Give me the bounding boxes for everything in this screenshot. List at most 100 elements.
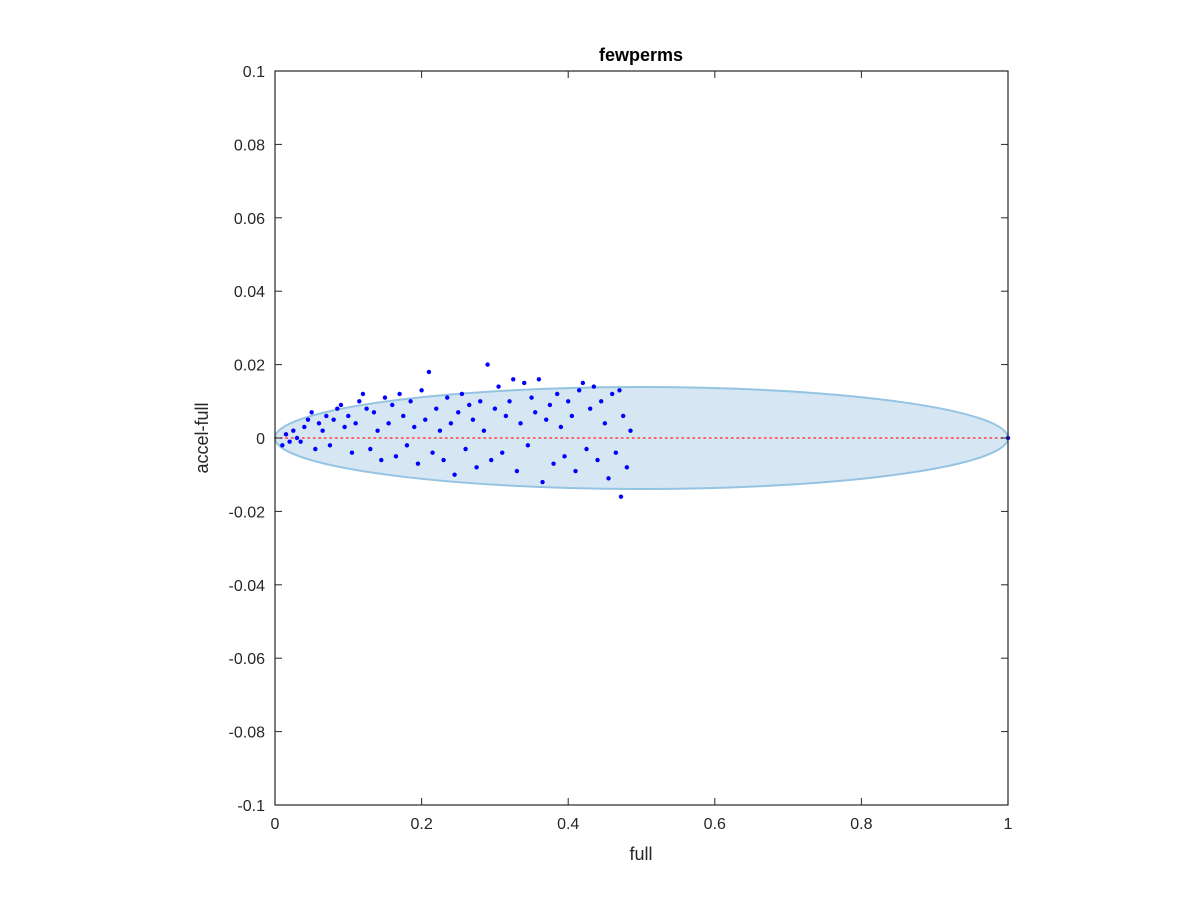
data-point [492, 406, 498, 411]
data-point [445, 395, 450, 400]
data-point [379, 457, 384, 463]
data-point [360, 391, 366, 397]
data-point [540, 479, 545, 485]
data-point [404, 443, 410, 448]
data-point [412, 424, 417, 430]
data-point [628, 428, 633, 433]
data-point [452, 472, 457, 477]
data-point [331, 417, 336, 422]
x-tick-label: 0.8 [850, 816, 872, 833]
data-point [496, 384, 501, 389]
data-point [346, 413, 351, 419]
data-point [397, 391, 402, 397]
data-point [587, 406, 593, 411]
data-point [419, 388, 424, 393]
data-point [602, 421, 608, 426]
data-point [489, 457, 494, 463]
data-point [525, 443, 531, 448]
y-tick-label: 0 [256, 431, 265, 448]
data-point [569, 413, 575, 419]
data-point [529, 395, 534, 400]
data-point [613, 450, 619, 455]
data-point [606, 476, 611, 481]
data-point [514, 468, 520, 474]
data-point [456, 410, 461, 415]
data-point [511, 377, 516, 382]
data-point [375, 428, 380, 433]
data-point [580, 380, 586, 386]
data-point [327, 443, 333, 448]
data-point [423, 417, 428, 422]
y-tick-label: -0.08 [229, 725, 266, 742]
data-point [576, 388, 582, 393]
x-axis-label: full [629, 844, 652, 864]
data-point [609, 391, 615, 397]
data-point [364, 406, 369, 411]
x-tick-label: 0 [271, 816, 280, 833]
data-point [320, 428, 325, 433]
data-point [470, 417, 476, 422]
data-point [353, 421, 358, 426]
data-point [536, 377, 542, 382]
data-point [437, 428, 443, 433]
data-point [313, 446, 318, 452]
data-point [415, 461, 421, 466]
data-point [386, 421, 391, 426]
y-tick-label: 0.04 [234, 284, 265, 301]
data-point [408, 399, 413, 404]
data-point [393, 454, 399, 459]
data-point [382, 395, 388, 400]
data-point [474, 465, 479, 470]
y-tick-label: -0.06 [229, 651, 266, 668]
data-point [573, 468, 578, 474]
data-point [617, 388, 622, 393]
y-ticks: -0.1 -0.08 -0.06 -0.04 -0.02 0 0.02 0.04 0.06 0.0… [229, 64, 1008, 815]
data-point [518, 421, 523, 426]
data-point [467, 402, 472, 408]
data-point [551, 461, 556, 466]
x-tick-label: 0.4 [557, 816, 579, 833]
y-tick-label: -0.1 [237, 798, 265, 815]
y-tick-label: -0.04 [229, 578, 266, 595]
data-point [357, 399, 362, 404]
data-point [430, 450, 435, 455]
data-point [481, 428, 487, 433]
data-point [503, 413, 509, 419]
chart-title: fewperms [599, 45, 683, 65]
data-point [558, 424, 564, 430]
points-layer [280, 362, 1011, 499]
data-point [584, 446, 589, 452]
x-tick-label: 1 [1004, 816, 1013, 833]
data-point [591, 384, 597, 389]
data-point [294, 435, 300, 441]
data-point [280, 443, 285, 448]
data-point [434, 406, 439, 411]
data-point [595, 457, 600, 463]
data-point [544, 417, 549, 422]
data-point [620, 413, 626, 419]
y-tick-label: 0.1 [243, 64, 265, 81]
data-point [368, 446, 373, 452]
data-point [291, 428, 296, 433]
data-point [463, 446, 468, 452]
data-point [338, 402, 344, 408]
x-ticks: 0 0.2 0.4 0.6 0.8 1 [271, 71, 1013, 833]
data-point [349, 450, 355, 455]
data-point [566, 399, 571, 404]
data-point [533, 410, 538, 415]
y-tick-label: 0.08 [234, 137, 265, 154]
data-point [624, 465, 630, 470]
data-point [478, 399, 483, 404]
y-axis-label: accel-full [192, 402, 212, 473]
data-point [562, 454, 567, 459]
data-point [324, 413, 329, 419]
data-point [316, 421, 322, 426]
data-point [500, 450, 505, 455]
x-tick-label: 0.2 [410, 816, 432, 833]
data-point [547, 402, 553, 408]
data-point [390, 402, 395, 408]
data-point [426, 369, 432, 375]
y-tick-label: 0.02 [234, 358, 265, 375]
data-point [401, 413, 406, 419]
